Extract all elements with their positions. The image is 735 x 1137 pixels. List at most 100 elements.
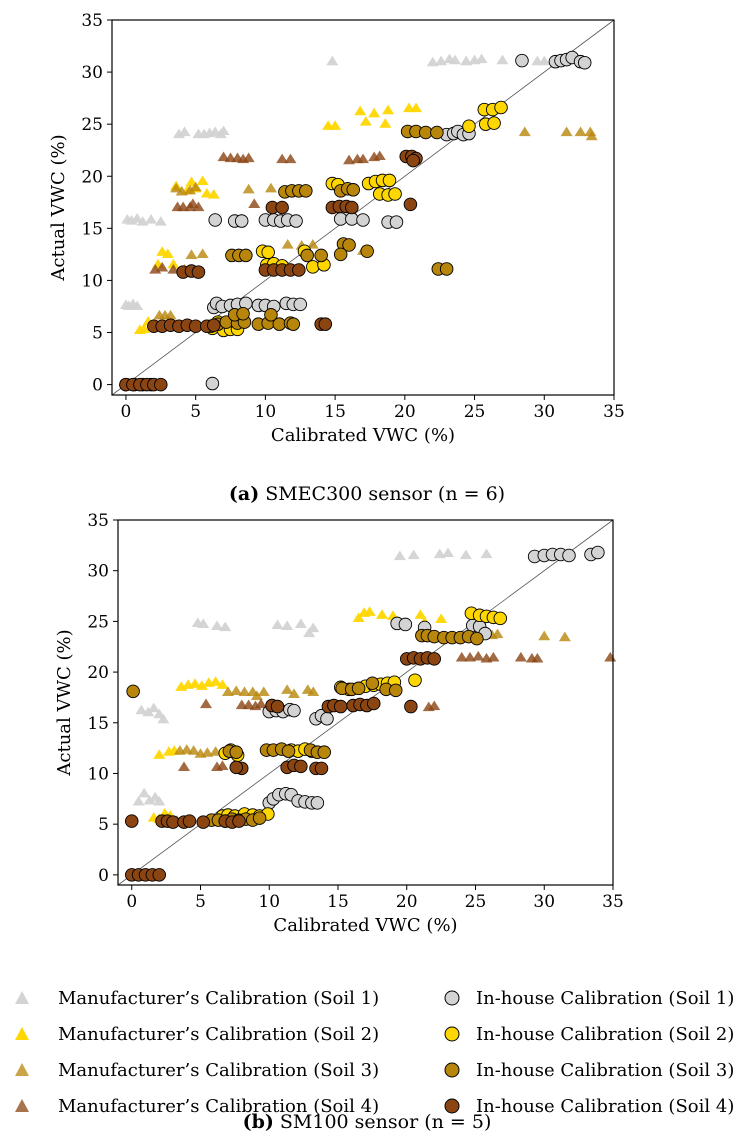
data-point-circle (300, 185, 313, 198)
legend-marker-circle (445, 991, 459, 1005)
legend-label: In-house Calibration (Soil 2) (476, 1024, 734, 1045)
data-point-triangle (604, 652, 616, 662)
data-point-circle (367, 697, 380, 710)
data-point-circle (357, 214, 370, 227)
data-point-circle (463, 120, 476, 133)
data-point-circle (295, 760, 308, 773)
chart-b-y-tick-label: 10 (87, 764, 109, 784)
data-point-circle (282, 745, 295, 758)
legend-marker-circle (445, 1099, 459, 1113)
data-point-triangle (272, 619, 284, 629)
chart-a-x-tick-label: 0 (121, 402, 132, 422)
chart-a-y-tick-label: 25 (81, 115, 103, 135)
data-point-circle (334, 700, 347, 713)
data-point-circle (209, 214, 222, 227)
data-point-circle (404, 198, 417, 211)
data-point-circle (334, 248, 347, 261)
chart-a-x-tick-label: 10 (255, 402, 277, 422)
data-point-circle (125, 815, 138, 828)
chart-b-y-axis-label: Actual VWC (%) (54, 629, 75, 776)
data-point-circle (262, 246, 275, 259)
data-point-triangle (476, 54, 488, 64)
data-point-triangle (368, 108, 380, 118)
data-point-triangle (248, 198, 260, 208)
data-point-circle (265, 308, 278, 321)
data-point-circle (307, 261, 320, 274)
chart-a-x-axis-label: Calibrated VWC (%) (271, 425, 455, 446)
data-point-triangle (460, 549, 472, 559)
data-point-circle (192, 266, 205, 279)
data-point-triangle (394, 551, 406, 561)
data-point-triangle (281, 620, 293, 630)
legend-marker-triangle (15, 991, 29, 1004)
data-point-circle (494, 612, 507, 625)
chart-b-y-tick-label: 0 (98, 866, 109, 886)
data-point-triangle (515, 652, 527, 662)
data-point-triangle (258, 686, 270, 696)
data-point-triangle (178, 761, 190, 771)
data-point-circle (352, 682, 365, 695)
legend-label: Manufacturer’s Calibration (Soil 3) (58, 1060, 379, 1081)
chart-b-x-tick-label: 30 (533, 892, 555, 912)
data-point-circle (592, 546, 605, 559)
data-point-triangle (282, 239, 294, 249)
data-point-circle (207, 319, 220, 332)
data-point-circle (276, 201, 289, 214)
data-point-circle (495, 101, 508, 114)
chart-b-x-tick-label: 15 (327, 892, 349, 912)
chart-smec300: (a) SMEC300 sensor (n = 6) 0 5 10 15 20 25 30 35… (48, 11, 625, 505)
chart-a-y-tick-label: 35 (81, 11, 103, 31)
data-point-circle (235, 215, 248, 228)
data-point-triangle (360, 116, 372, 126)
data-point-triangle (379, 118, 391, 128)
data-point-triangle (155, 216, 167, 226)
data-point-triangle (218, 125, 230, 135)
chart-b-y-tick-label: 15 (87, 714, 109, 734)
data-point-circle (206, 377, 219, 390)
data-point-circle (428, 653, 441, 666)
legend-manufacturer-soil1: Manufacturer’s Calibration (Soil 1) (15, 988, 379, 1009)
data-point-circle (311, 797, 324, 810)
chart-a-x-tick-label: 5 (190, 402, 201, 422)
legend: Manufacturer’s Calibration (Soil 1) Manu… (15, 988, 734, 1117)
chart-b-series-1 (133, 547, 558, 805)
data-point-circle (321, 712, 334, 725)
data-point-circle (315, 249, 328, 262)
chart-a-series-5 (120, 51, 591, 391)
data-point-circle (563, 549, 576, 562)
chart-b-y-tick-label: 20 (87, 663, 109, 683)
data-point-circle (271, 700, 284, 713)
data-point-circle (290, 215, 303, 228)
data-point-triangle (197, 248, 209, 258)
data-point-circle (293, 264, 306, 277)
legend-manufacturer-soil2: Manufacturer’s Calibration (Soil 2) (15, 1024, 379, 1045)
data-point-triangle (197, 175, 209, 185)
chart-a-y-tick-label: 20 (81, 167, 103, 187)
data-point-circle (301, 249, 314, 262)
data-point-circle (155, 378, 168, 391)
data-point-triangle (307, 622, 319, 632)
chart-b-x-tick-label: 20 (396, 892, 418, 912)
chart-a-x-tick-label: 35 (603, 402, 625, 422)
data-point-triangle (408, 549, 420, 559)
chart-a-x-tick-label: 20 (394, 402, 416, 422)
chart-a-x-tick-label: 30 (533, 402, 555, 422)
data-point-circle (488, 117, 501, 130)
chart-a-y-tick-label: 10 (81, 271, 103, 291)
data-point-triangle (496, 55, 508, 65)
data-point-circle (383, 174, 396, 187)
data-point-circle (230, 761, 243, 774)
legend-inhouse-soil2: In-house Calibration (Soil 2) (445, 1024, 734, 1045)
data-point-circle (578, 56, 591, 69)
data-point-circle (319, 318, 332, 331)
data-point-circle (240, 249, 253, 262)
data-point-circle (197, 816, 210, 829)
data-point-triangle (561, 127, 573, 137)
data-point-triangle (219, 621, 231, 631)
data-point-triangle (519, 127, 531, 137)
legend-label: Manufacturer’s Calibration (Soil 1) (58, 988, 379, 1009)
chart-b-x-tick-label: 35 (602, 892, 624, 912)
data-point-circle (253, 812, 266, 825)
data-point-triangle (354, 106, 366, 116)
